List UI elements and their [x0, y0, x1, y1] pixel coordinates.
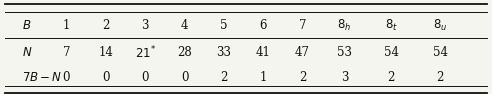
- Text: 3: 3: [340, 71, 348, 84]
- Text: 7: 7: [299, 19, 307, 32]
- Text: 54: 54: [384, 46, 399, 59]
- Text: 28: 28: [177, 46, 192, 59]
- Text: 5: 5: [220, 19, 228, 32]
- Text: 2: 2: [299, 71, 306, 84]
- Text: 0: 0: [62, 71, 70, 84]
- Text: $8_{t}$: $8_{t}$: [385, 18, 398, 33]
- Text: 0: 0: [181, 71, 188, 84]
- Text: 6: 6: [259, 19, 267, 32]
- Text: 2: 2: [388, 71, 395, 84]
- Text: $21^{*}$: $21^{*}$: [135, 44, 155, 61]
- Text: $7B-N$: $7B-N$: [22, 71, 62, 84]
- Text: $8_{h}$: $8_{h}$: [337, 18, 352, 33]
- Text: 54: 54: [433, 46, 448, 59]
- Text: 1: 1: [260, 71, 267, 84]
- Text: 0: 0: [141, 71, 149, 84]
- Text: 1: 1: [63, 19, 70, 32]
- Text: 47: 47: [295, 46, 310, 59]
- Text: 3: 3: [141, 19, 149, 32]
- Text: 2: 2: [102, 19, 109, 32]
- Text: 2: 2: [437, 71, 444, 84]
- Text: 7: 7: [62, 46, 70, 59]
- Text: $8_{u}$: $8_{u}$: [433, 18, 448, 33]
- Text: 41: 41: [256, 46, 271, 59]
- Text: 4: 4: [181, 19, 188, 32]
- Text: 33: 33: [216, 46, 231, 59]
- Text: 0: 0: [102, 71, 110, 84]
- Text: 2: 2: [220, 71, 227, 84]
- Text: 14: 14: [98, 46, 113, 59]
- Text: $N$: $N$: [22, 46, 32, 59]
- Text: 53: 53: [337, 46, 352, 59]
- Text: $B$: $B$: [22, 19, 31, 32]
